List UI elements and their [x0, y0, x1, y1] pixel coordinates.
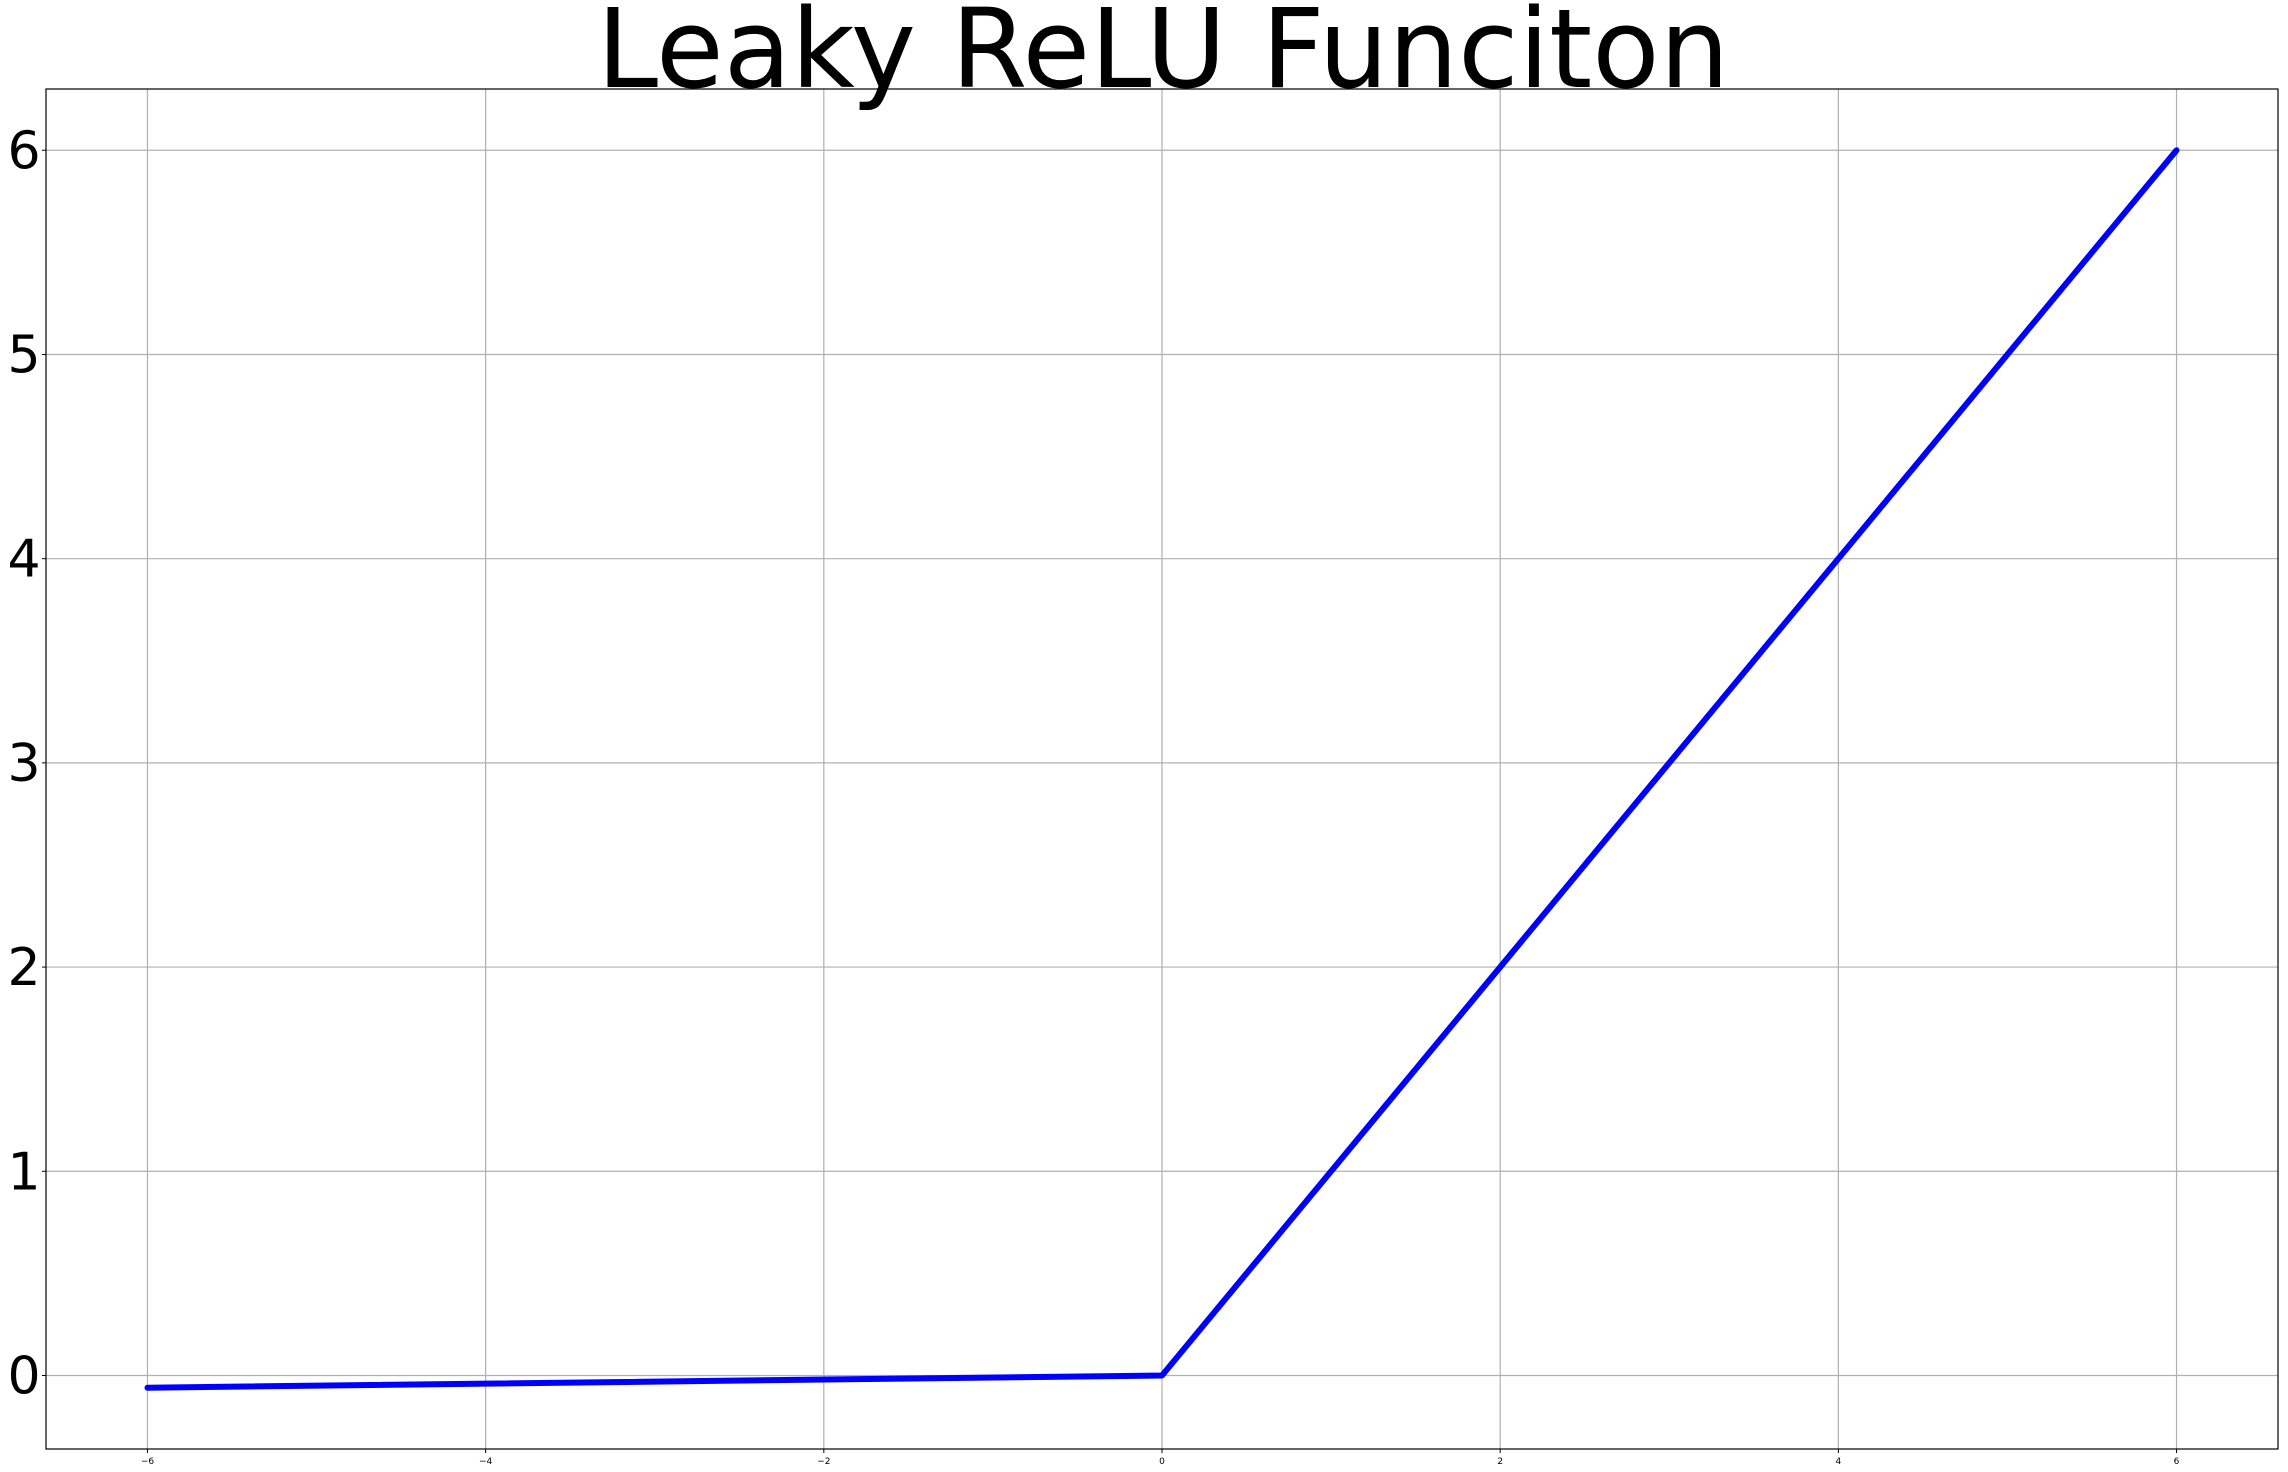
series-layer [144, 147, 2180, 1391]
grid [46, 89, 2278, 1449]
y-tick-label: 6 [7, 121, 40, 181]
y-tick-label: 1 [7, 1142, 40, 1202]
series-line [144, 147, 2180, 1391]
y-tick-label: 5 [7, 325, 40, 385]
x-tick-label: −2 [817, 1457, 830, 1467]
chart-title: Leaky ReLU Funciton [597, 0, 1730, 113]
x-tick-label: 4 [1835, 1457, 1841, 1467]
y-tick-label: 4 [7, 530, 40, 590]
x-tick-label: 0 [1159, 1457, 1165, 1467]
y-tick-label: 3 [7, 734, 40, 794]
y-tick-label: 2 [7, 938, 40, 998]
axis-ticks: −6 −4 −2 0 2 4 6 0 1 2 3 4 5 6 [7, 121, 2179, 1467]
x-tick-label: −6 [141, 1457, 155, 1467]
x-tick-label: 6 [2174, 1457, 2180, 1467]
y-tick-label: 0 [7, 1346, 40, 1406]
x-tick-label: −4 [479, 1457, 493, 1467]
x-tick-label: 2 [1497, 1457, 1503, 1467]
